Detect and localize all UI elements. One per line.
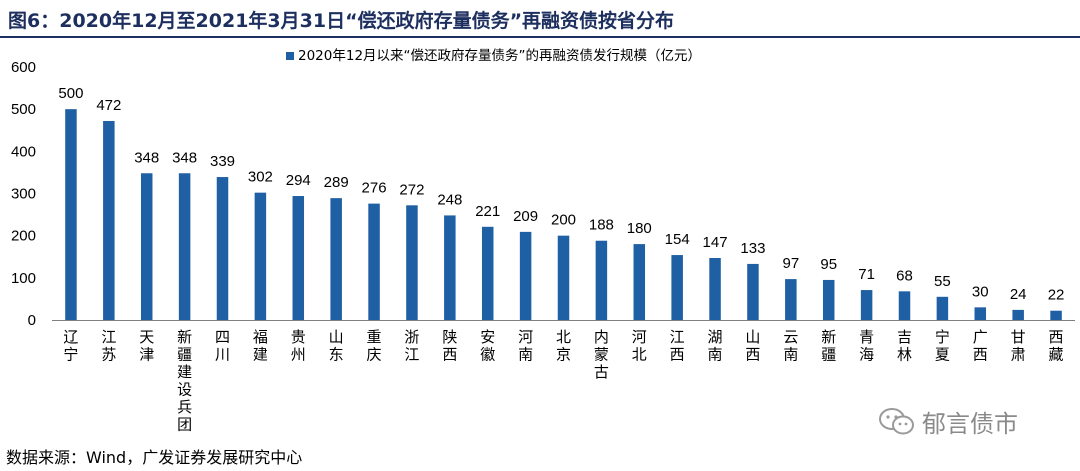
- x-tick-label: 新疆建设兵团: [177, 328, 192, 434]
- source-note: 数据来源：Wind，广发证券发展研究中心: [6, 448, 303, 467]
- x-tick-label: 山西: [745, 328, 760, 364]
- value-label: 276: [362, 180, 387, 197]
- value-label: 472: [96, 97, 121, 114]
- value-label: 68: [896, 267, 913, 284]
- value-label: 71: [858, 266, 875, 283]
- bar: [936, 296, 949, 320]
- value-label: 294: [286, 172, 311, 189]
- x-tick-label: 江苏: [101, 328, 116, 364]
- x-tick-label: 贵州: [291, 328, 306, 364]
- x-tick-label: 辽宁: [63, 328, 78, 364]
- bar: [709, 258, 721, 320]
- title-divider: [0, 36, 1080, 38]
- bar: [557, 235, 570, 320]
- value-label: 22: [1048, 287, 1065, 304]
- value-label: 30: [972, 283, 989, 300]
- bar: [747, 263, 759, 320]
- bar: [292, 196, 305, 320]
- value-label: 147: [703, 234, 728, 251]
- bar: [330, 198, 342, 320]
- value-label: 302: [248, 169, 273, 186]
- x-tick-label: 江西: [670, 328, 685, 364]
- bar: [406, 205, 418, 320]
- value-label: 500: [58, 85, 83, 102]
- legend-swatch: [286, 52, 294, 60]
- value-label: 248: [437, 191, 462, 208]
- x-tick-label: 内蒙古: [594, 328, 609, 381]
- value-label: 348: [172, 149, 197, 166]
- x-tick-label: 河北: [632, 328, 647, 364]
- figure-title: 图6：2020年12月至2021年3月31日“偿还政府存量债务”再融资债按省分布: [8, 10, 675, 32]
- value-label: 289: [324, 174, 349, 191]
- x-tick-label: 广西: [973, 328, 988, 364]
- value-label: 154: [665, 231, 690, 248]
- x-tick-label: 西藏: [1049, 328, 1064, 364]
- x-tick-label: 青海: [859, 328, 874, 364]
- x-tick-label: 陕西: [442, 328, 457, 364]
- x-tick-label: 四川: [215, 328, 230, 364]
- y-tick-label: 500: [11, 101, 36, 118]
- bar: [140, 173, 153, 320]
- x-tick-label: 重庆: [367, 328, 382, 364]
- bar: [595, 240, 608, 320]
- bar: [216, 177, 229, 320]
- value-label: 339: [210, 153, 235, 170]
- bar: [444, 215, 456, 320]
- bar: [254, 192, 267, 320]
- value-label: 133: [740, 240, 765, 257]
- x-tick-label: 云南: [783, 328, 798, 364]
- y-tick-label: 600: [11, 59, 36, 76]
- x-tick-label: 湖南: [708, 328, 723, 364]
- value-label: 95: [820, 256, 837, 273]
- x-tick-label: 福建: [253, 328, 268, 364]
- watermark: 郁言债市: [878, 404, 1018, 439]
- bar: [785, 279, 797, 320]
- value-label: 221: [475, 203, 500, 220]
- watermark-text: 郁言债市: [922, 410, 1018, 438]
- bar: [860, 290, 873, 320]
- legend-label: 2020年12月以来“偿还政府存量债务”的再融资债发行规模（亿元）: [298, 48, 701, 64]
- x-tick-label: 新疆: [821, 328, 836, 364]
- y-tick-label: 200: [11, 228, 36, 245]
- x-tick-label: 安徽: [480, 328, 495, 364]
- value-label: 180: [627, 220, 652, 237]
- bar: [178, 173, 191, 320]
- x-tick-label: 河南: [518, 328, 533, 364]
- x-tick-label: 甘肃: [1011, 328, 1026, 364]
- bar: [974, 307, 987, 320]
- y-tick-label: 0: [28, 312, 36, 329]
- bar: [822, 279, 835, 320]
- x-tick-label: 浙江: [404, 328, 419, 364]
- bar: [1012, 309, 1024, 320]
- bar: [671, 255, 683, 320]
- bar: [1050, 310, 1062, 320]
- value-label: 209: [513, 208, 538, 225]
- y-tick-label: 300: [11, 186, 36, 203]
- value-label: 97: [782, 255, 799, 272]
- x-tick-label: 北京: [556, 328, 571, 364]
- x-tick-label: 宁夏: [935, 328, 950, 364]
- wechat-icon: [879, 407, 914, 434]
- bar: [481, 226, 494, 320]
- bar: [65, 109, 77, 321]
- value-label: 188: [589, 217, 614, 234]
- bar: [898, 291, 911, 320]
- value-label: 200: [551, 212, 576, 229]
- value-label: 348: [134, 149, 159, 166]
- y-tick-label: 100: [11, 270, 36, 287]
- x-tick-label: 天津: [139, 328, 154, 364]
- bar: [368, 203, 380, 320]
- value-label: 55: [934, 273, 951, 290]
- bar: [103, 120, 115, 321]
- y-tick-label: 400: [11, 143, 36, 160]
- bar: [519, 231, 532, 320]
- x-tick-label: 吉林: [897, 328, 912, 364]
- value-label: 24: [1010, 286, 1027, 303]
- value-label: 272: [399, 181, 424, 198]
- x-tick-label: 山东: [329, 328, 344, 364]
- bar: [633, 244, 646, 320]
